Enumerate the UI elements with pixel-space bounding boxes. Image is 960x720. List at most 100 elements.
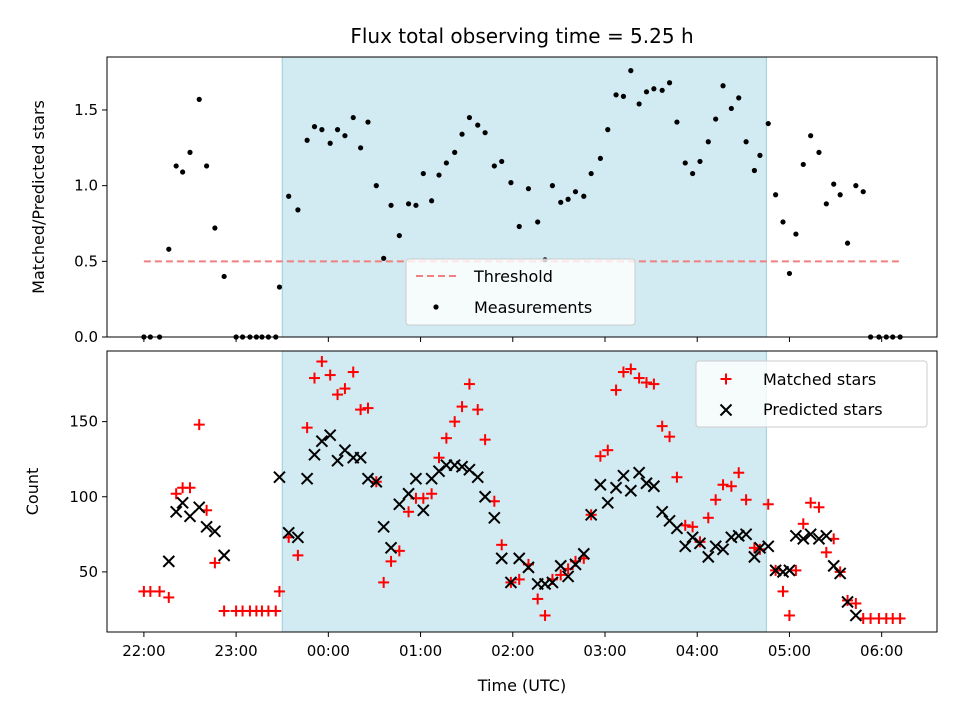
predicted-star-point-b: [162, 555, 175, 568]
predicted-star-point-b: [617, 469, 630, 482]
measurement-point: [311, 124, 318, 130]
bottom-highlight-span: [281, 350, 767, 633]
matched-star-point: [725, 480, 737, 492]
predicted-star-point: [169, 505, 183, 518]
matched-star-point: [594, 450, 606, 462]
measurement-point: [743, 139, 749, 145]
measurement-point: [674, 119, 680, 125]
measurement-point: [666, 80, 673, 86]
measurement-point: [605, 127, 611, 133]
measurement-point: [420, 170, 426, 177]
x-tick-label: 04:00: [676, 642, 719, 660]
matched-star-point: [842, 594, 854, 606]
predicted-star-point-b: [546, 576, 559, 589]
measurement-point: [525, 186, 532, 192]
x-axis-label: Time (UTC): [477, 676, 566, 695]
matched-star-point: [184, 482, 196, 494]
legend-measurements-swatch: [433, 304, 439, 310]
predicted-star-point: [702, 550, 715, 564]
predicted-star-point-b: [448, 458, 461, 472]
predicted-star-point-b: [804, 528, 817, 541]
predicted-star-point-b: [670, 522, 684, 535]
predicted-star-point-b: [753, 541, 767, 555]
matched-star-point: [656, 420, 668, 432]
predicted-star-point: [833, 567, 847, 580]
measurement-point: [482, 130, 488, 136]
predicted-star-point-b: [679, 540, 692, 553]
measurement-point: [475, 122, 481, 128]
measurement-point: [628, 68, 634, 74]
predicted-star-point-b: [716, 543, 730, 556]
predicted-star-point: [478, 490, 492, 503]
matched-star-point: [820, 546, 832, 558]
matched-star-point: [479, 434, 491, 446]
predicted-star-point-b: [841, 595, 854, 609]
predicted-star-point: [739, 528, 753, 541]
matched-star-point: [834, 566, 846, 578]
matched-star-point: [850, 597, 862, 609]
predicted-star-point-b: [725, 531, 738, 544]
predicted-star-point-b: [748, 550, 761, 564]
matched-star-point: [496, 539, 508, 551]
predicted-star-point: [384, 541, 398, 555]
matched-star-point: [449, 416, 461, 428]
predicted-star-point-b: [702, 550, 715, 564]
matched-star-point: [273, 585, 285, 597]
matched-star-point: [193, 419, 205, 431]
measurement-point: [459, 131, 465, 137]
predicted-star-point-b: [577, 547, 590, 561]
matched-star-point: [625, 363, 637, 375]
predicted-star-point: [331, 454, 344, 467]
predicted-stars-points: [162, 428, 863, 622]
matched-star-point: [378, 576, 390, 588]
predicted-star-point-b: [471, 471, 484, 484]
measurement-point: [853, 183, 859, 189]
predicted-star-point-b: [193, 501, 206, 514]
matched-star-point: [664, 431, 676, 443]
predicted-star-point-b: [354, 451, 367, 464]
predicted-star-point-b: [663, 514, 676, 528]
measurement-point: [443, 160, 449, 166]
predicted-star-point: [361, 472, 375, 485]
measurement-points: [141, 68, 903, 340]
predicted-star-point: [725, 531, 738, 544]
predicted-star-point-b: [208, 525, 222, 538]
matched-star-point: [532, 593, 544, 605]
matched-star-point: [355, 404, 367, 416]
predicted-star-point: [488, 511, 501, 525]
predicted-star-point: [647, 480, 661, 493]
measurement-point: [187, 149, 193, 155]
matched-star-point: [679, 519, 691, 531]
measurement-point: [690, 170, 696, 177]
predicted-star-point: [617, 469, 630, 482]
measurement-point: [773, 192, 779, 198]
measurement-point: [295, 207, 301, 213]
chart-title: Flux total observing time = 5.25 h: [350, 24, 693, 48]
predicted-star-point: [849, 609, 863, 622]
matched-star-point: [440, 432, 452, 444]
legend-predicted-marker-b: [719, 403, 733, 417]
predicted-star-point-b: [732, 529, 745, 543]
predicted-star-point: [455, 460, 469, 473]
matched-star-point: [154, 585, 166, 597]
predicted-star-point: [762, 540, 775, 553]
measurement-point: [466, 114, 473, 121]
predicted-star-point-b: [640, 477, 653, 490]
measurement-point: [786, 270, 793, 277]
predicted-star-point-b: [417, 504, 430, 517]
predicted-star-point-b: [812, 532, 826, 546]
predicted-star-point-b: [300, 472, 314, 485]
predicted-star-point-b: [624, 484, 638, 497]
predicted-star-point-b: [370, 475, 383, 488]
matched-star-point: [170, 488, 182, 500]
bottom-panel: 50 100 150 22:00 23:00 00:00 01:00 02:00 03:00 0…: [23, 350, 938, 695]
bottom-y-axis-label: Count: [23, 468, 42, 516]
measurement-point: [860, 189, 866, 195]
matched-star-point: [324, 369, 336, 381]
matched-star-point: [332, 389, 344, 401]
measurement-point: [350, 114, 356, 121]
measurement-point: [499, 158, 505, 165]
matched-star-point: [641, 377, 652, 389]
measurement-point: [221, 273, 227, 280]
bottom-y-ticks: 50 100 150: [69, 413, 107, 581]
